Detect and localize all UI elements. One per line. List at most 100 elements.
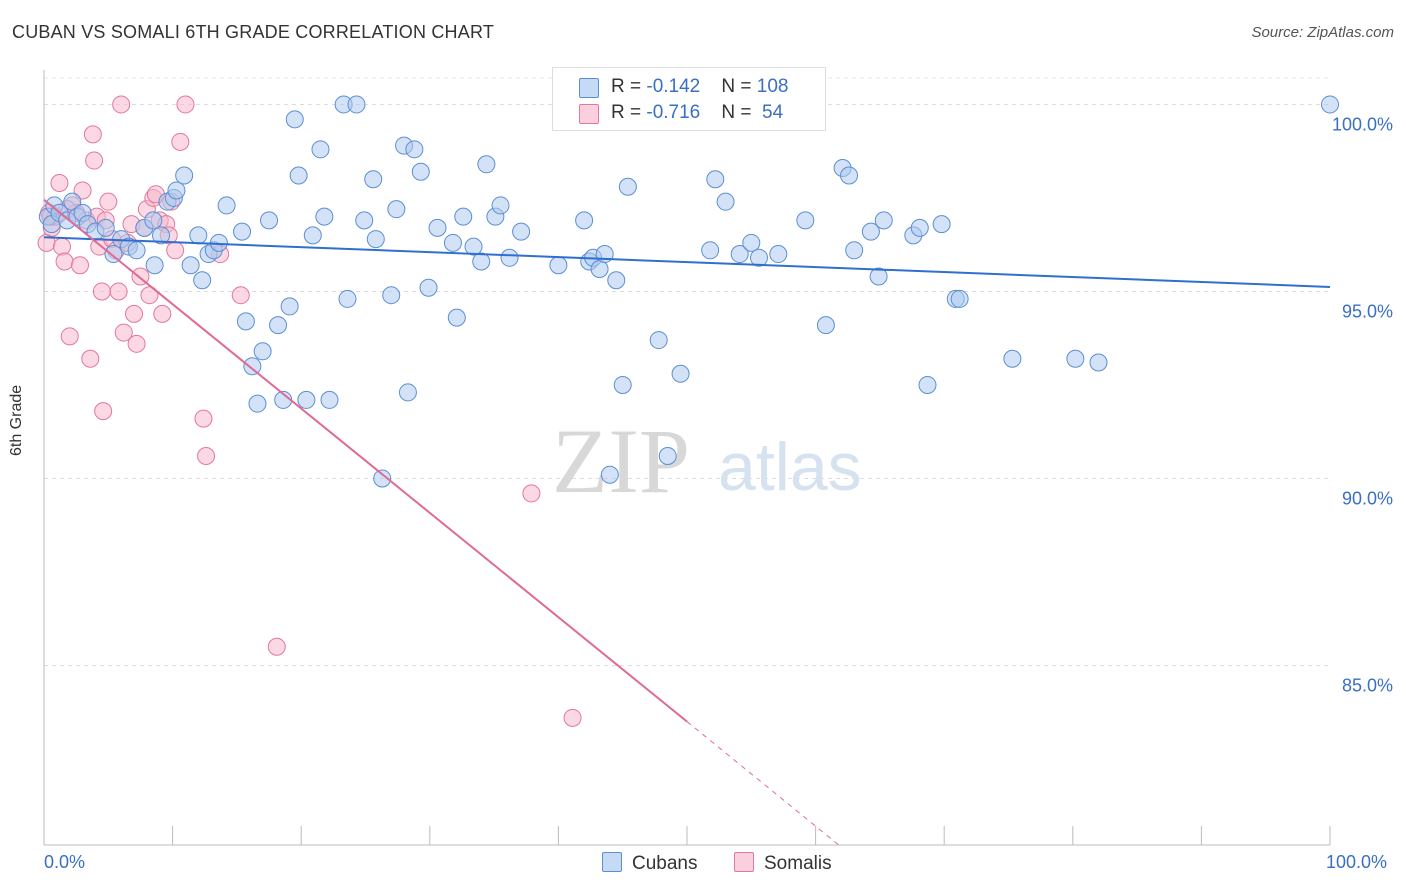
cubans-point: [869, 267, 888, 286]
cubans-point: [419, 278, 438, 297]
legend-n-label: N =: [721, 102, 757, 123]
cubans-point: [382, 286, 401, 305]
somalis-point: [109, 282, 128, 301]
bottom-legend-label-somalis: Somalis: [764, 853, 832, 874]
y-tick-label: 100.0%: [1332, 114, 1393, 134]
cubans-point: [233, 222, 252, 241]
cubans-point: [236, 312, 255, 331]
cubans-point: [796, 211, 815, 230]
legend-r-label: R =: [611, 102, 647, 123]
legend-swatch-somalis: [579, 104, 599, 124]
somalis-point: [194, 409, 213, 428]
somalis-point: [73, 181, 92, 200]
cubans-point: [447, 308, 466, 327]
cubans-point: [600, 465, 619, 484]
cubans-point: [464, 237, 483, 256]
somalis-point: [85, 151, 104, 170]
cubans-point: [248, 394, 267, 413]
somalis-point: [171, 132, 190, 151]
x-tick-label-min: 0.0%: [44, 852, 86, 872]
somalis-point: [83, 125, 102, 144]
cubans-point: [701, 241, 720, 260]
bottom-legend-swatch-cubans: [602, 852, 622, 872]
correlation-legend: R = -0.142 N = 108 R = -0.716 N = 54: [552, 67, 826, 131]
cubans-trend-line: [43, 236, 1331, 288]
cubans-point: [549, 256, 568, 275]
cubans-point: [716, 192, 735, 211]
cubans-point: [217, 196, 236, 215]
cubans-point: [575, 211, 594, 230]
cubans-point: [411, 162, 430, 181]
cubans-point: [347, 95, 366, 114]
bottom-legend-swatch-somalis: [734, 852, 754, 872]
cubans-point: [816, 316, 835, 335]
y-tick-labels: 85.0% 90.0% 95.0% 100.0%: [1332, 114, 1393, 695]
cubans-point: [769, 245, 788, 264]
cubans-point: [950, 289, 969, 308]
cubans-point: [127, 241, 146, 260]
somalis-point: [563, 708, 582, 727]
bottom-legend-label-cubans: Cubans: [632, 853, 698, 874]
cubans-point: [152, 226, 171, 245]
cubans-point: [918, 375, 937, 394]
cubans-point: [671, 364, 690, 383]
chart-title: CUBAN VS SOMALI 6TH GRADE CORRELATION CH…: [12, 22, 495, 42]
cubans-point: [144, 211, 163, 230]
cubans-point: [750, 248, 769, 267]
legend-text-cubans: R = -0.142 N = 108: [611, 76, 788, 98]
cubans-point: [1003, 349, 1022, 368]
legend-n-value: 108: [756, 76, 789, 97]
somalis-point: [231, 286, 250, 305]
cubans-point: [443, 233, 462, 252]
somalis-point: [267, 637, 286, 656]
somalis-trend-extension: [686, 721, 840, 846]
cubans-point: [167, 181, 186, 200]
cubans-point: [297, 390, 316, 409]
cubans-point: [398, 383, 417, 402]
somalis-point: [125, 304, 144, 323]
cubans-point: [373, 469, 392, 488]
y-tick-label: 95.0%: [1342, 301, 1393, 321]
legend-r-label: R =: [611, 76, 647, 97]
cubans-point: [175, 166, 194, 185]
bottom-legend-cubans: Cubans: [602, 852, 698, 875]
cubans-point: [289, 166, 308, 185]
cubans-point: [840, 166, 859, 185]
somalis-point: [92, 282, 111, 301]
cubans-point: [104, 245, 123, 264]
cubans-point: [311, 140, 330, 159]
cubans-point: [303, 226, 322, 245]
cubans-point: [1089, 353, 1108, 372]
somalis-point: [127, 334, 146, 353]
cubans-point: [260, 211, 279, 230]
cubans-point: [243, 357, 262, 376]
cubans-point: [338, 289, 357, 308]
cubans-point: [366, 230, 385, 249]
cubans-point: [96, 218, 115, 237]
legend-swatch-cubans: [579, 78, 599, 98]
x-tick-label-max: 100.0%: [1326, 852, 1388, 872]
cubans-point: [193, 271, 212, 290]
somalis-point: [99, 192, 118, 211]
cubans-point: [181, 256, 200, 275]
cubans-point: [285, 110, 304, 129]
cubans-point: [1066, 349, 1085, 368]
watermark-atlas: atlas: [718, 429, 862, 505]
cubans-point: [706, 170, 725, 189]
cubans-point: [649, 331, 668, 350]
somalis-points: [37, 95, 582, 727]
somalis-point: [71, 256, 90, 275]
bottom-legend-somalis: Somalis: [734, 852, 832, 875]
cubans-point: [730, 245, 749, 264]
cubans-point: [405, 140, 424, 159]
cubans-point: [320, 390, 339, 409]
cubans-point: [355, 211, 374, 230]
somalis-point: [114, 323, 133, 342]
cubans-point: [607, 271, 626, 290]
somalis-point: [176, 95, 195, 114]
legend-n-value: 54: [756, 102, 784, 123]
cubans-point: [932, 215, 951, 234]
cubans-point: [742, 233, 761, 252]
cubans-point: [315, 207, 334, 226]
